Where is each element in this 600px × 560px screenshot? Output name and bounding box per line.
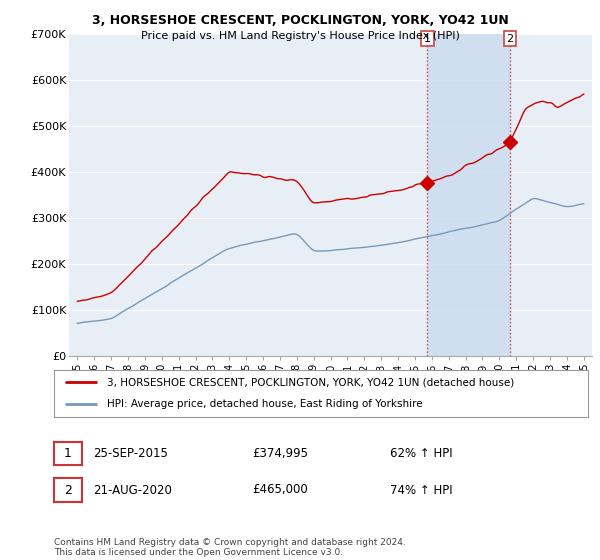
Text: £374,995: £374,995: [252, 447, 308, 460]
Text: 1: 1: [64, 447, 72, 460]
Text: Price paid vs. HM Land Registry's House Price Index (HPI): Price paid vs. HM Land Registry's House …: [140, 31, 460, 41]
Text: 3, HORSESHOE CRESCENT, POCKLINGTON, YORK, YO42 1UN: 3, HORSESHOE CRESCENT, POCKLINGTON, YORK…: [92, 14, 508, 27]
Text: 2: 2: [506, 34, 514, 44]
Text: £465,000: £465,000: [252, 483, 308, 497]
Bar: [427, 34, 510, 356]
Text: HPI: Average price, detached house, East Riding of Yorkshire: HPI: Average price, detached house, East…: [107, 399, 423, 409]
Text: Contains HM Land Registry data © Crown copyright and database right 2024.
This d: Contains HM Land Registry data © Crown c…: [54, 538, 406, 557]
Text: 21-AUG-2020: 21-AUG-2020: [94, 483, 172, 497]
Text: 25-SEP-2015: 25-SEP-2015: [94, 447, 169, 460]
Text: 1: 1: [424, 34, 431, 44]
Text: 74% ↑ HPI: 74% ↑ HPI: [390, 483, 452, 497]
Text: 62% ↑ HPI: 62% ↑ HPI: [390, 447, 452, 460]
Text: 3, HORSESHOE CRESCENT, POCKLINGTON, YORK, YO42 1UN (detached house): 3, HORSESHOE CRESCENT, POCKLINGTON, YORK…: [107, 377, 515, 388]
Text: 2: 2: [64, 483, 72, 497]
